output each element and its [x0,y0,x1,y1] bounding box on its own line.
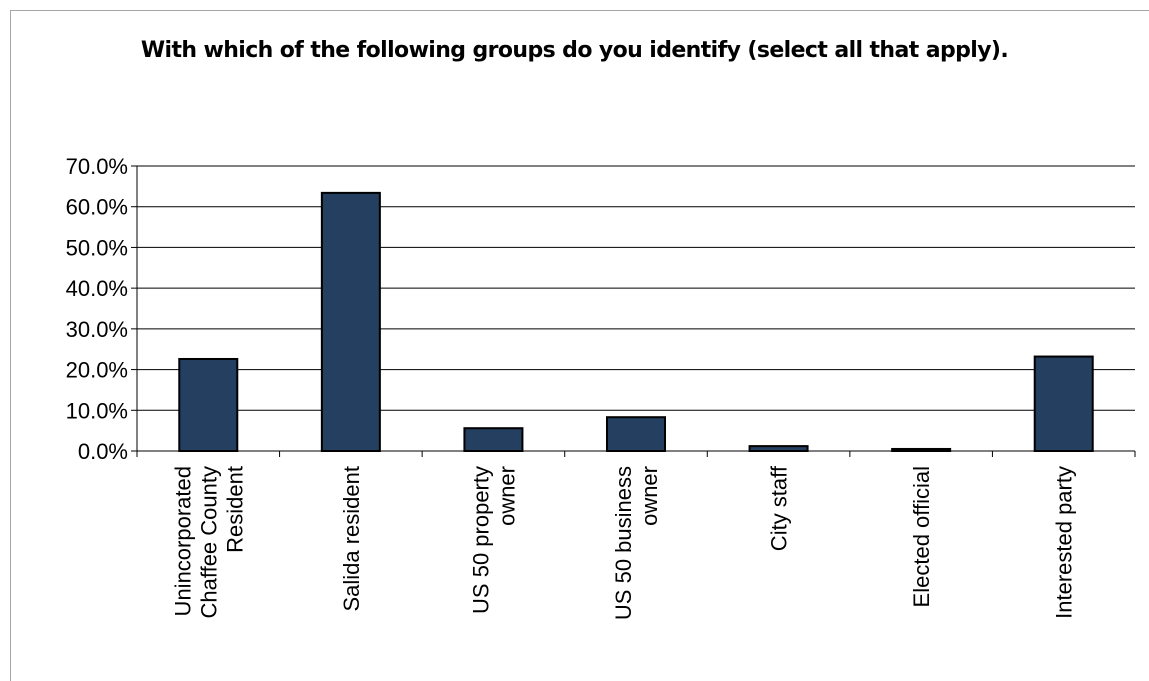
bar [178,357,239,452]
category-label: Elected official [909,466,934,607]
chart-frame [10,10,1149,681]
category-label: City staff [767,465,792,551]
y-tick-label: 50.0% [66,235,128,260]
x-tick-label: US 50 businessowner [611,466,662,620]
y-tick-label: 10.0% [66,398,128,423]
x-tick-label: Elected official [909,466,934,607]
x-tick-label: Salida resident [339,466,364,612]
y-tick-label: 40.0% [66,276,128,301]
bar [748,445,809,453]
x-tick-label: Interested party [1052,466,1077,619]
bar [606,416,666,453]
y-tick-label: 0.0% [78,439,128,464]
bar [1033,355,1094,452]
category-label: Salida resident [339,466,364,612]
chart-title: With which of the following groups do yo… [140,38,1009,63]
bar [320,191,381,452]
category-label: US 50 propertyowner [468,466,519,614]
y-tick-label: 70.0% [66,154,128,179]
bar [463,427,524,453]
y-tick-label: 30.0% [66,317,128,342]
y-tick-label: 60.0% [66,195,128,220]
y-tick-label: 20.0% [66,358,128,383]
bar [891,447,952,453]
x-tick-label: City staff [767,465,792,551]
category-label: US 50 businessowner [611,466,662,620]
x-tick-label: UnincorporatedChaffee CountyResident [170,466,247,618]
category-label: Interested party [1052,466,1077,619]
category-label: UnincorporatedChaffee CountyResident [170,466,247,618]
x-tick-label: US 50 propertyowner [468,466,519,614]
